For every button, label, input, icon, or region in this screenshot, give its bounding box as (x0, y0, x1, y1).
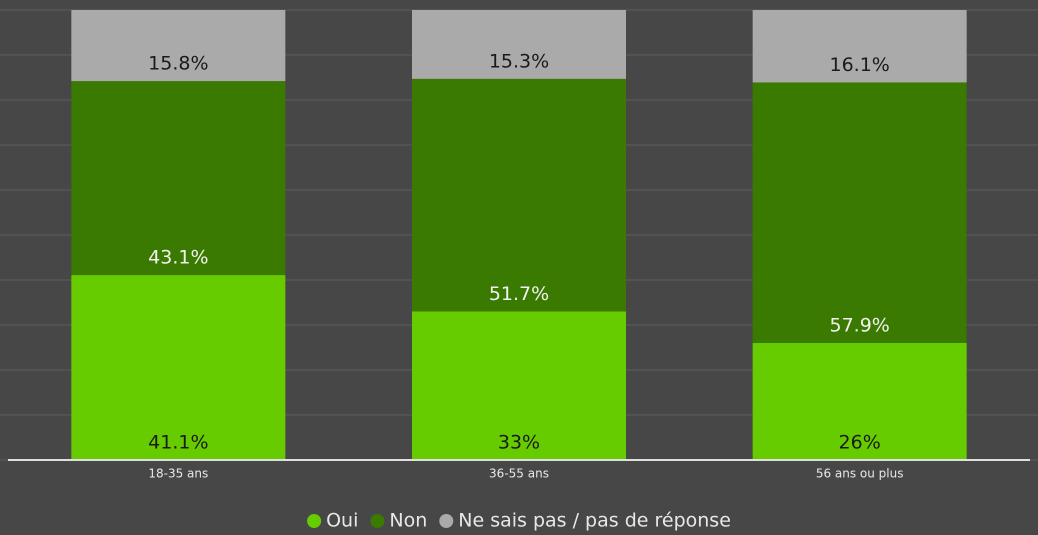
legend-label: Non (389, 510, 427, 532)
value-label: 15.3% (489, 50, 549, 72)
value-label: 15.8% (148, 53, 208, 75)
value-label: 51.7% (489, 283, 549, 305)
bar-segment (412, 10, 626, 79)
legend: Oui Non Ne sais pas / pas de réponse (307, 510, 731, 532)
legend-swatch (439, 514, 454, 528)
bar-segment (71, 81, 286, 276)
value-label: 33% (498, 432, 540, 454)
value-label: 43.1% (148, 247, 208, 269)
x-tick-label: 36-55 ans (489, 467, 549, 481)
value-label: 57.9% (829, 315, 889, 337)
legend-label: Oui (326, 510, 358, 532)
bar-segment (412, 78, 626, 312)
legend-label: Ne sais pas / pas de réponse (458, 510, 731, 532)
x-tick-label: 56 ans ou plus (816, 467, 904, 481)
legend-swatch (370, 514, 385, 528)
value-label: 26% (839, 432, 881, 454)
bar-segment (412, 311, 626, 460)
bar-segment (752, 10, 967, 83)
value-label: 41.1% (148, 432, 208, 454)
bar-segment (752, 343, 967, 460)
legend-swatch (307, 514, 322, 528)
value-label: 16.1% (829, 54, 889, 76)
bar-segment (752, 82, 967, 343)
bar-segment (71, 275, 286, 460)
x-tick-label: 18-35 ans (148, 467, 208, 481)
bar-segment (71, 10, 286, 82)
